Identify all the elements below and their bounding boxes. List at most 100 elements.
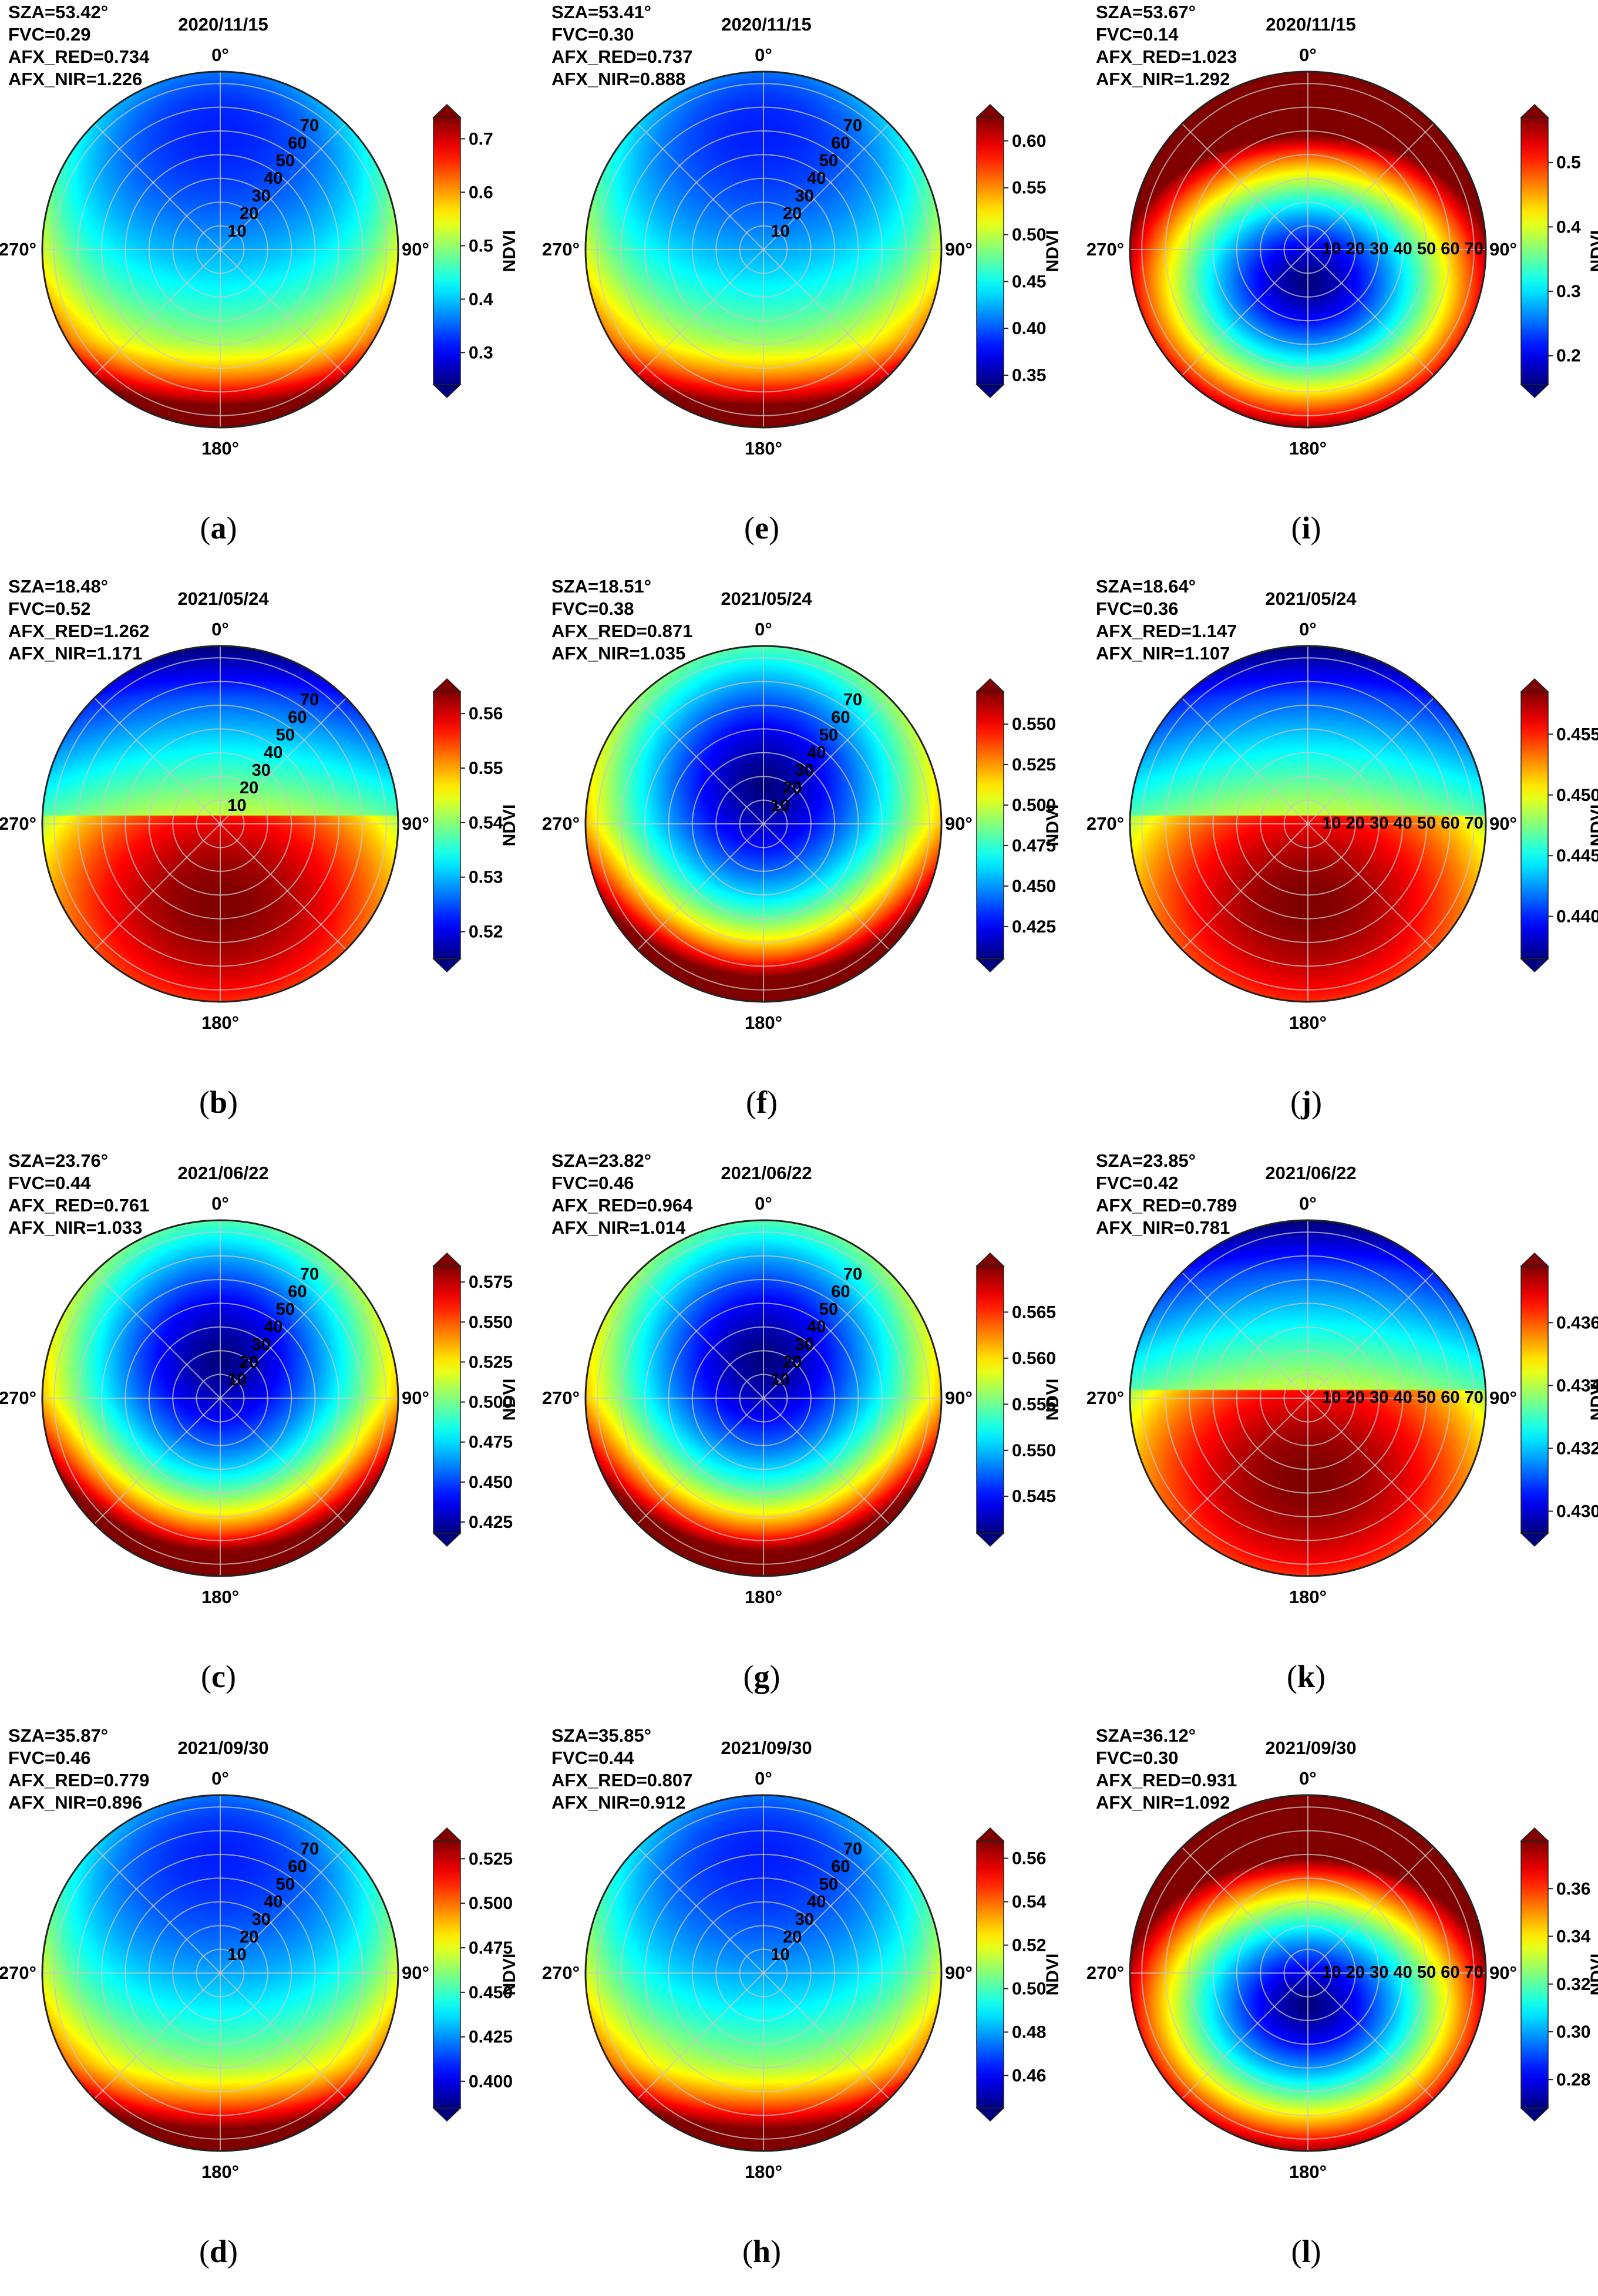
colorbar-max-extend — [432, 103, 462, 118]
colorbar-tick-label: 0.434 — [1556, 1376, 1598, 1395]
polar-frame — [1129, 70, 1487, 429]
azimuth-gridline — [1182, 123, 1308, 250]
polar-frame — [41, 1219, 399, 1577]
azimuth-label: 270° — [1086, 813, 1124, 834]
panel-e: SZA=53.41° FVC=0.30 AFX_RED=0.737 AFX_NIR=0… — [542, 0, 1066, 573]
radial-tick-label: 30 — [795, 187, 814, 206]
colorbar-tick-label: 0.35 — [1012, 366, 1046, 385]
azimuth-label: 0° — [211, 619, 229, 639]
parameter-line: AFX_RED=1.262 — [8, 621, 150, 641]
parameter-line: SZA=18.64° — [1096, 576, 1196, 597]
azimuth-label: 90° — [1489, 1962, 1517, 1983]
azimuth-label: 270° — [542, 813, 580, 834]
colorbar-tick-label: 0.3 — [1556, 282, 1581, 301]
colorbar-min-extend — [1520, 2108, 1549, 2122]
date-label: 2020/11/15 — [721, 14, 812, 35]
azimuth-label: 270° — [542, 1388, 580, 1408]
panel-caption: (k) — [1286, 1659, 1326, 1694]
azimuth-gridline — [763, 1847, 890, 1974]
colorbar-tick-label: 0.560 — [1012, 1349, 1056, 1368]
radial-tick-label: 20 — [1346, 1963, 1365, 1982]
colorbar-tick-label: 0.400 — [469, 2072, 513, 2092]
azimuth-label: 180° — [201, 438, 239, 459]
colorbar-tick-label: 0.40 — [1012, 319, 1046, 338]
parameter-line: FVC=0.52 — [8, 598, 91, 619]
colorbar-tick-label: 0.436 — [1556, 1313, 1598, 1332]
colorbar-min-extend — [975, 2108, 1005, 2122]
parameter-block: SZA=35.85° FVC=0.44 AFX_RED=0.807 AFX_NIR=0… — [551, 1725, 692, 1814]
azimuth-gridline — [1307, 249, 1434, 376]
polar-plot: 10 20 30 40 50 60 70 0° 90° 180° 270° 0.430 0.432 0.4… — [1086, 1193, 1598, 1607]
radial-tick-label: 40 — [264, 743, 282, 762]
date-label: 2020/11/15 — [178, 14, 268, 35]
azimuth-gridline — [1182, 1972, 1308, 2099]
date-label: 2021/05/24 — [721, 588, 812, 609]
radial-tick-label: 10 — [1322, 1963, 1341, 1982]
azimuth-label: 0° — [211, 1193, 229, 1214]
parameter-line: SZA=23.76° — [8, 1150, 109, 1171]
parameter-line: AFX_NIR=1.033 — [8, 1217, 143, 1238]
colorbar-tick-label: 0.475 — [1012, 836, 1056, 856]
panel-caption: (j) — [1290, 1085, 1322, 1120]
radial-tick-label: 40 — [1393, 1963, 1412, 1982]
parameter-line: SZA=35.85° — [551, 1725, 652, 1746]
azimuth-gridline — [763, 698, 890, 824]
radial-tick-label: 60 — [831, 708, 850, 727]
radial-tick-label: 20 — [240, 1928, 258, 1947]
parameter-line: FVC=0.30 — [1096, 1748, 1179, 1768]
colorbar-tick-label: 0.550 — [1012, 715, 1056, 734]
colorbar — [976, 691, 1004, 960]
radial-tick-label: 10 — [1322, 814, 1341, 833]
parameter-block: SZA=53.42° FVC=0.29 AFX_RED=0.734 AFX_NIR=1… — [8, 1, 149, 90]
colorbar-max-extend — [975, 1827, 1005, 1841]
parameter-line: AFX_NIR=0.896 — [8, 1792, 143, 1813]
parameter-line: SZA=18.48° — [8, 576, 109, 597]
panel-g: SZA=23.82° FVC=0.46 AFX_RED=0.964 AFX_NIR=1… — [542, 1149, 1066, 1721]
radial-tick-label: 70 — [300, 1840, 319, 1859]
colorbar-min-extend — [1520, 958, 1549, 973]
parameter-line: FVC=0.14 — [1096, 24, 1179, 45]
date-label: 2021/06/22 — [1265, 1163, 1357, 1183]
radial-tick-label: 20 — [783, 779, 802, 797]
colorbar-tick-label: 0.53 — [469, 868, 503, 887]
radial-tick-label: 30 — [1370, 240, 1388, 258]
parameter-line: AFX_NIR=1.035 — [551, 643, 686, 664]
azimuth-label: 90° — [402, 239, 429, 260]
colorbar-tick-label: 0.48 — [1012, 2023, 1046, 2042]
panel-letter: c — [211, 1659, 226, 1694]
azimuth-gridline — [1182, 1398, 1308, 1524]
colorbar-tick-label: 0.45 — [1012, 272, 1046, 291]
radial-tick-label: 20 — [783, 1353, 802, 1372]
radial-tick-label: 40 — [1393, 240, 1412, 258]
parameter-line: FVC=0.46 — [8, 1748, 91, 1768]
date-label: 2021/05/24 — [177, 588, 269, 609]
panel-letter: g — [753, 1659, 770, 1694]
azimuth-label: 270° — [542, 239, 580, 260]
colorbar-tick-label: 0.4 — [469, 289, 493, 309]
panel-letter: f — [756, 1085, 767, 1120]
radial-tick-label: 10 — [227, 1945, 246, 1964]
azimuth-gridline — [1307, 1398, 1434, 1524]
radial-tick-label: 30 — [1370, 1388, 1388, 1407]
parameter-line: SZA=36.12° — [1096, 1725, 1196, 1746]
panel-caption: (l) — [1291, 2234, 1321, 2269]
colorbar-label: NDVI — [500, 804, 519, 847]
panel-a: SZA=53.42° FVC=0.29 AFX_RED=0.734 AFX_NIR=1… — [0, 0, 523, 573]
radial-tick-label: 50 — [276, 726, 295, 745]
azimuth-gridline — [220, 698, 346, 824]
radial-tick-label: 20 — [1346, 240, 1365, 258]
azimuth-label: 0° — [211, 45, 229, 65]
azimuth-label: 270° — [0, 813, 36, 834]
azimuth-label: 180° — [745, 2162, 782, 2182]
colorbar-max-extend — [1520, 103, 1549, 118]
colorbar-max-extend — [975, 678, 1005, 692]
radial-tick-label: 30 — [252, 1910, 271, 1929]
radial-tick-label: 10 — [1322, 240, 1341, 258]
azimuth-gridline — [1307, 698, 1434, 824]
azimuth-label: 90° — [1489, 1388, 1517, 1408]
colorbar-tick-label: 0.450 — [469, 1983, 513, 2002]
azimuth-gridline — [763, 823, 890, 950]
parameter-block: SZA=18.48° FVC=0.52 AFX_RED=1.262 AFX_NIR=1… — [8, 575, 149, 665]
colorbar-tick-label: 0.425 — [469, 1513, 513, 1532]
radial-tick-label: 50 — [276, 1300, 295, 1319]
